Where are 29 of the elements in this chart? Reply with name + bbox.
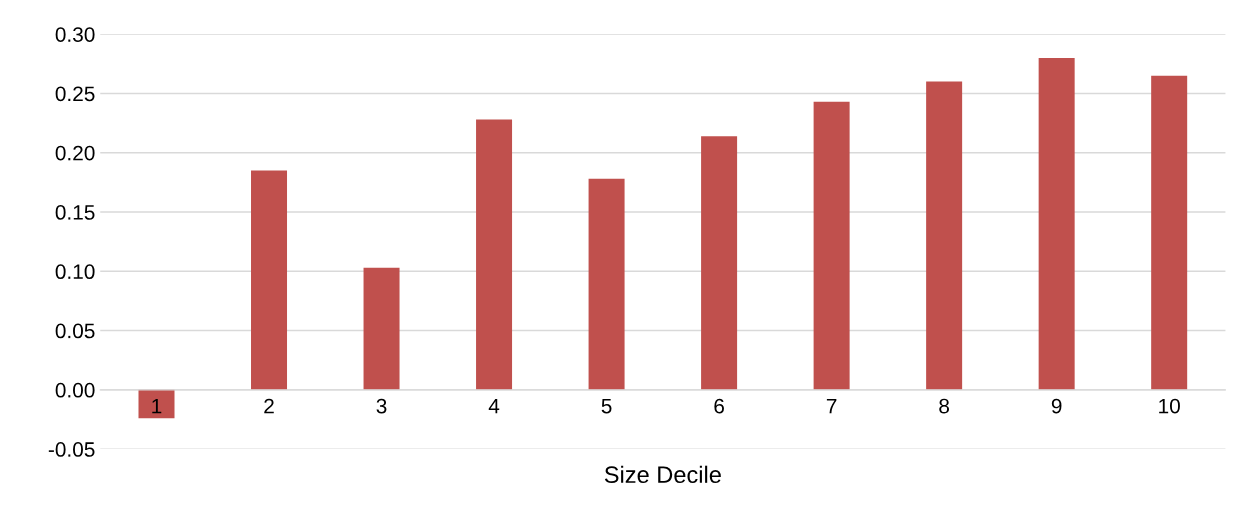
bar — [1038, 57, 1075, 390]
bar — [138, 389, 175, 419]
bar — [588, 178, 625, 390]
y-tick-label: 0.15 — [55, 205, 95, 220]
y-tick-label: 0.20 — [55, 145, 95, 161]
y-tick-label: 0.05 — [55, 323, 95, 339]
x-tick-label: 10 — [1159, 398, 1180, 414]
x-tick-label: 9 — [1051, 398, 1062, 414]
bar — [251, 170, 288, 390]
bar — [701, 136, 738, 390]
x-axis-title: Size Decile — [604, 465, 721, 484]
bar — [926, 81, 963, 390]
y-tick-label: 0.30 — [55, 27, 95, 42]
bar — [1151, 75, 1188, 390]
x-tick-label: 4 — [488, 398, 500, 414]
x-tick-label: 6 — [714, 398, 724, 414]
y-tick-label: 0.00 — [55, 382, 95, 398]
y-tick-label: -0.05 — [48, 442, 95, 457]
x-tick-label: 8 — [939, 398, 950, 414]
bar — [813, 101, 850, 390]
y-tick-label: 0.10 — [55, 264, 95, 280]
x-tick-label: 7 — [826, 398, 837, 414]
y-tick-label: 0.25 — [55, 86, 95, 102]
bar — [476, 119, 513, 390]
bar — [363, 267, 400, 390]
x-tick-label: 2 — [264, 398, 274, 414]
x-tick-label: 3 — [376, 398, 387, 414]
x-tick-label: 1 — [152, 398, 162, 414]
x-tick-label: 5 — [601, 398, 612, 414]
